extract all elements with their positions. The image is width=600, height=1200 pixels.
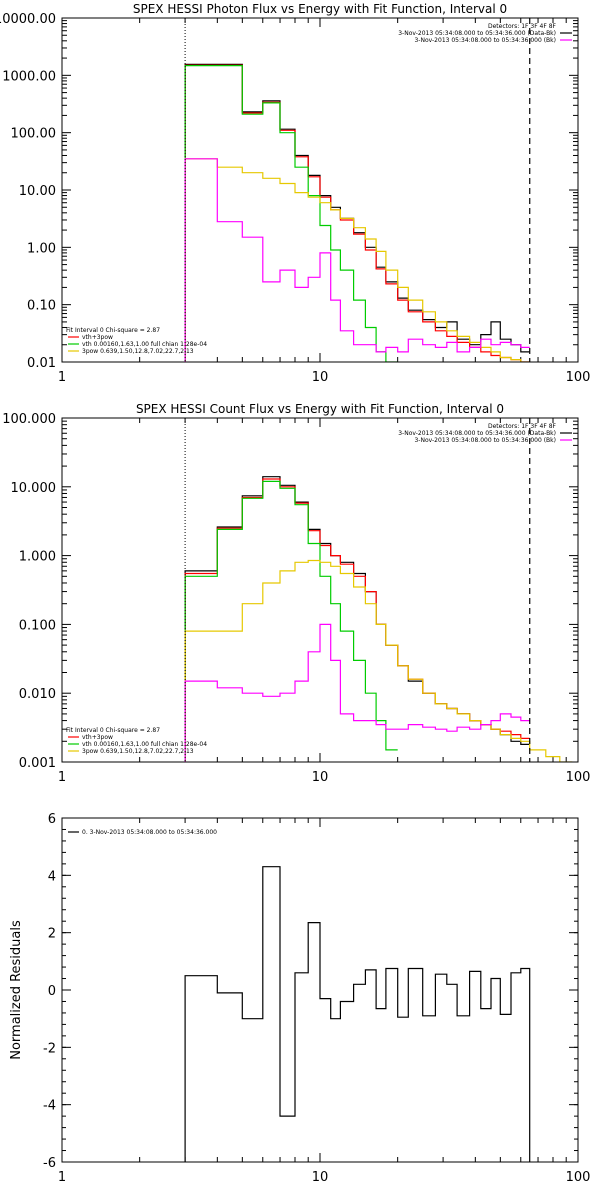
y-tick-label: -4 [43,1099,56,1114]
legend-entry: 3pow 0.639,1.50,12.8,7.02,22.7,2.13 [82,348,194,355]
series-line-4 [184,158,530,362]
info-text: 3-Nov-2013 05:34:08.000 to 05:34:36.000 … [398,30,556,37]
legend-entry: vth+3pow [82,734,113,741]
chart-panel-1: SPEX HESSI Photon Flux vs Energy with Fi… [0,2,590,385]
y-tick-label: 0.10 [27,299,56,314]
plot-frame [61,817,579,1163]
y-tick-label: 100.000 [2,412,56,427]
plot-frame [61,17,579,363]
x-tick-label: 100 [566,370,591,385]
y-tick-label: 4 [48,869,56,884]
series-line-3 [184,65,398,362]
x-tick-label: 1 [58,1170,66,1185]
legend-entry: vth 0.00160,1.63,1.00 full chian 1.28e-0… [82,341,207,348]
legend-entry: 3pow 0.639,1.50,12.8,7.02,22.7,2.13 [82,748,194,755]
series-line-5 [184,158,530,362]
y-tick-label: 0.001 [19,756,56,771]
series-line-3 [184,480,398,762]
info-text: Detectors: 1F 3F 4F 8F [488,423,557,430]
info-text: 3-Nov-2013 05:34:08.000 to 05:34:36.000 … [414,437,556,444]
x-tick-label: 100 [566,1170,591,1185]
series-line-1 [184,476,530,762]
series-line-1 [184,63,530,362]
y-tick-label: 1.000 [19,550,56,565]
x-tick-label: 10 [312,770,329,785]
x-tick-label: 10 [312,370,329,385]
info-text: 3-Nov-2013 05:34:08.000 to 05:34:36.000 … [414,37,556,44]
legend-entry: vth+3pow [82,334,113,341]
legend-entry: 0. 3-Nov-2013 05:34:08.000 to 05:34:36.0… [82,829,217,836]
y-axis-label: Normalized Residuals [9,920,24,1060]
y-tick-label: 1.00 [27,241,56,256]
y-tick-label: 2 [48,927,56,942]
legend-entry: vth 0.00160,1.63,1.00 full chian 1.28e-0… [82,741,207,748]
legend-entry: Fit Interval 0 Chi-square = 2.87 [66,727,160,734]
y-tick-label: 100.00 [11,127,57,142]
series-line-2 [184,64,530,362]
y-tick-label: 10000.00 [0,12,56,27]
series-line-5 [184,623,530,762]
y-tick-label: 0.100 [19,618,56,633]
chart-title: SPEX HESSI Count Flux vs Energy with Fit… [136,402,504,416]
chart-panel-3: Normalized Residuals 1 10 100 -6 -4 -2 0 2 4 6 0. 3… [9,812,590,1185]
y-tick-label: 0 [48,984,56,999]
x-tick-label: 1 [58,370,66,385]
chart-title: SPEX HESSI Photon Flux vs Energy with Fi… [133,2,507,16]
y-tick-label: 0.01 [27,356,56,371]
x-tick-label: 1 [58,770,66,785]
info-text: 3-Nov-2013 05:34:08.000 to 05:34:36.000 … [398,430,556,437]
y-tick-label: 6 [48,812,56,827]
x-tick-label: 10 [312,1170,329,1185]
series-line-2 [184,478,530,762]
y-tick-label: -6 [43,1156,56,1171]
y-tick-label: 1000.00 [2,69,56,84]
series-line-4 [184,559,573,762]
y-tick-label: 10.00 [19,184,56,199]
plot-frame [61,417,579,763]
y-tick-label: -2 [43,1041,56,1056]
chart-panel-2: SPEX HESSI Count Flux vs Energy with Fit… [2,402,590,785]
info-text: Detectors: 1F 3F 4F 8F [488,23,557,30]
y-tick-label: 0.010 [19,687,56,702]
legend-entry: Fit Interval 0 Chi-square = 2.87 [66,327,160,334]
series-line-1 [184,866,531,1162]
y-tick-label: 10.000 [11,481,57,496]
x-tick-label: 100 [566,770,591,785]
